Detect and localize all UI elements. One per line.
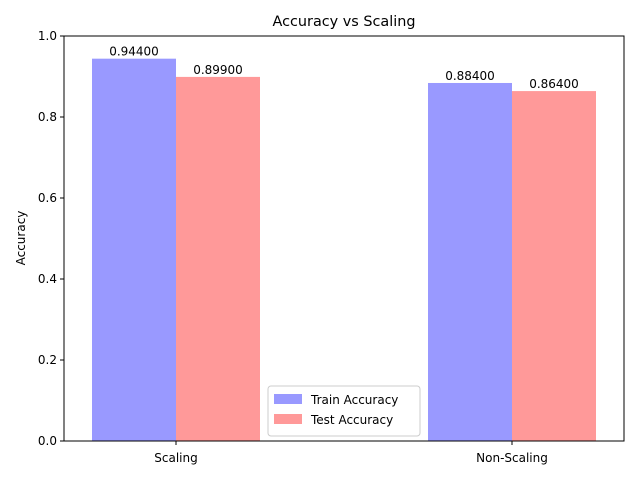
chart-title: Accuracy vs Scaling (273, 14, 416, 30)
bar-test-non-scaling (512, 91, 596, 441)
data-label-test-non-scaling: 0.86400 (529, 77, 579, 91)
y-tick-label: 1.0 (38, 29, 57, 43)
y-axis-ticks: 0.0 0.2 0.4 0.6 0.8 1.0 (38, 29, 64, 448)
legend-swatch-test (274, 414, 302, 424)
legend-swatch-train (274, 394, 302, 404)
bars-group (92, 58, 596, 442)
bar-test-scaling (176, 76, 260, 441)
legend: Train Accuracy Test Accuracy (267, 385, 421, 437)
data-label-test-scaling: 0.89900 (193, 63, 243, 77)
legend-box (267, 385, 421, 437)
x-tick-label-scaling: Scaling (154, 451, 197, 465)
data-label-train-non-scaling: 0.88400 (445, 69, 495, 83)
plot-frame (63, 35, 625, 442)
legend-label-train: Train Accuracy (310, 393, 398, 407)
bar-train-non-scaling (428, 82, 512, 441)
x-tick-label-non-scaling: Non-Scaling (476, 451, 548, 465)
y-tick-label: 0.2 (38, 353, 57, 367)
legend-label-test: Test Accuracy (310, 413, 393, 427)
bar-train-scaling (92, 58, 176, 442)
y-axis-label: Accuracy (14, 211, 28, 266)
y-tick-label: 0.8 (38, 110, 57, 124)
x-axis-ticks: Scaling Non-Scaling (154, 441, 548, 465)
y-tick-label: 0.6 (38, 191, 57, 205)
y-tick-label: 0.0 (38, 434, 57, 448)
data-label-train-scaling: 0.94400 (109, 45, 159, 59)
y-tick-label: 0.4 (38, 272, 57, 286)
data-labels-group: 0.94400 0.88400 0.89900 0.86400 (109, 45, 579, 91)
